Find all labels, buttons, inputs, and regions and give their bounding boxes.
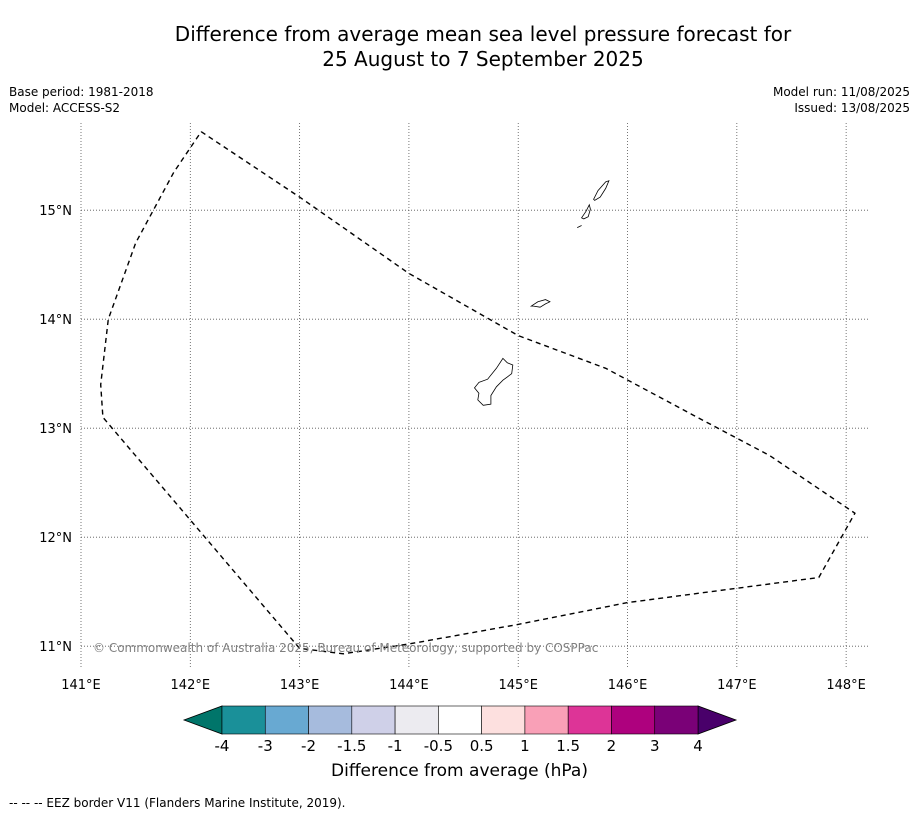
lon-tick-label: 143°E	[280, 678, 320, 693]
lat-tick-label: 15°N	[39, 204, 72, 219]
lat-tick-label: 11°N	[39, 640, 72, 655]
colorbar-bin	[264, 705, 309, 735]
colorbar-bin	[308, 705, 353, 735]
island-tinian	[581, 203, 591, 220]
colorbar-bin	[567, 705, 612, 735]
lon-tick-label: 146°E	[608, 678, 648, 693]
island-aguijan	[577, 225, 582, 228]
colorbar-tick-label: -1	[388, 737, 403, 755]
meta-right: Model run: 11/08/2025 Issued: 13/08/2025	[773, 84, 910, 116]
lat-tick-label: 14°N	[39, 313, 72, 328]
colorbar-tick-label: -3	[258, 737, 273, 755]
lon-tick-label: 148°E	[826, 678, 866, 693]
lat-tick-label: 12°N	[39, 531, 72, 546]
colorbar-bin	[524, 705, 569, 735]
colorbar-bin	[394, 705, 439, 735]
colorbar-tick-label: -0.5	[424, 737, 453, 755]
colorbar-over-triangle	[697, 705, 738, 735]
lon-tick-label: 142°E	[171, 678, 211, 693]
colorbar-tick-label: -4	[215, 737, 230, 755]
colorbar-bin	[611, 705, 656, 735]
lat-tick-label: 13°N	[39, 422, 72, 437]
title-line-2: 25 August to 7 September 2025	[322, 47, 644, 71]
colorbar-tick-label: 0.5	[470, 737, 494, 755]
lon-tick-label: 145°E	[498, 678, 538, 693]
colorbar-title: Difference from average (hPa)	[331, 761, 588, 781]
colorbar-bin	[654, 705, 699, 735]
colorbar-tick-label: 1.5	[556, 737, 580, 755]
lon-tick-label: 147°E	[717, 678, 757, 693]
base-period-label: Base period: 1981-2018	[9, 85, 154, 99]
colorbar-tick-label: -2	[301, 737, 316, 755]
model-run-label: Model run: 11/08/2025	[772, 85, 910, 99]
copyright-notice: © Commonwealth of Australia 2025, Bureau…	[93, 641, 599, 655]
island-guam	[473, 357, 514, 406]
title-line-1: Difference from average mean sea level p…	[174, 22, 792, 46]
lon-tick-label: 141°E	[61, 678, 101, 693]
colorbar-under-triangle	[182, 705, 223, 735]
island-rota	[529, 299, 551, 308]
colorbar-tick-label: 3	[650, 737, 660, 755]
island-saipan	[593, 180, 610, 201]
eez-border-line	[99, 131, 856, 655]
lon-tick-label: 144°E	[389, 678, 429, 693]
colorbar-tick-label: -1.5	[337, 737, 366, 755]
chart-title: Difference from average mean sea level p…	[0, 22, 919, 72]
colorbar-tick-label: 2	[607, 737, 617, 755]
colorbar-bin	[481, 705, 526, 735]
colorbar-tick-label: 1	[520, 737, 530, 755]
colorbar-bin	[438, 705, 482, 735]
meta-left: Base period: 1981-2018 Model: ACCESS-S2	[9, 84, 154, 116]
issued-label: Issued: 13/08/2025	[794, 101, 910, 115]
model-label: Model: ACCESS-S2	[9, 101, 121, 115]
colorbar-bin	[351, 705, 396, 735]
eez-footnote: -- -- -- EEZ border V11 (Flanders Marine…	[9, 796, 346, 810]
colorbar-tick-label: 4	[693, 737, 703, 755]
colorbar-bin	[221, 705, 266, 735]
